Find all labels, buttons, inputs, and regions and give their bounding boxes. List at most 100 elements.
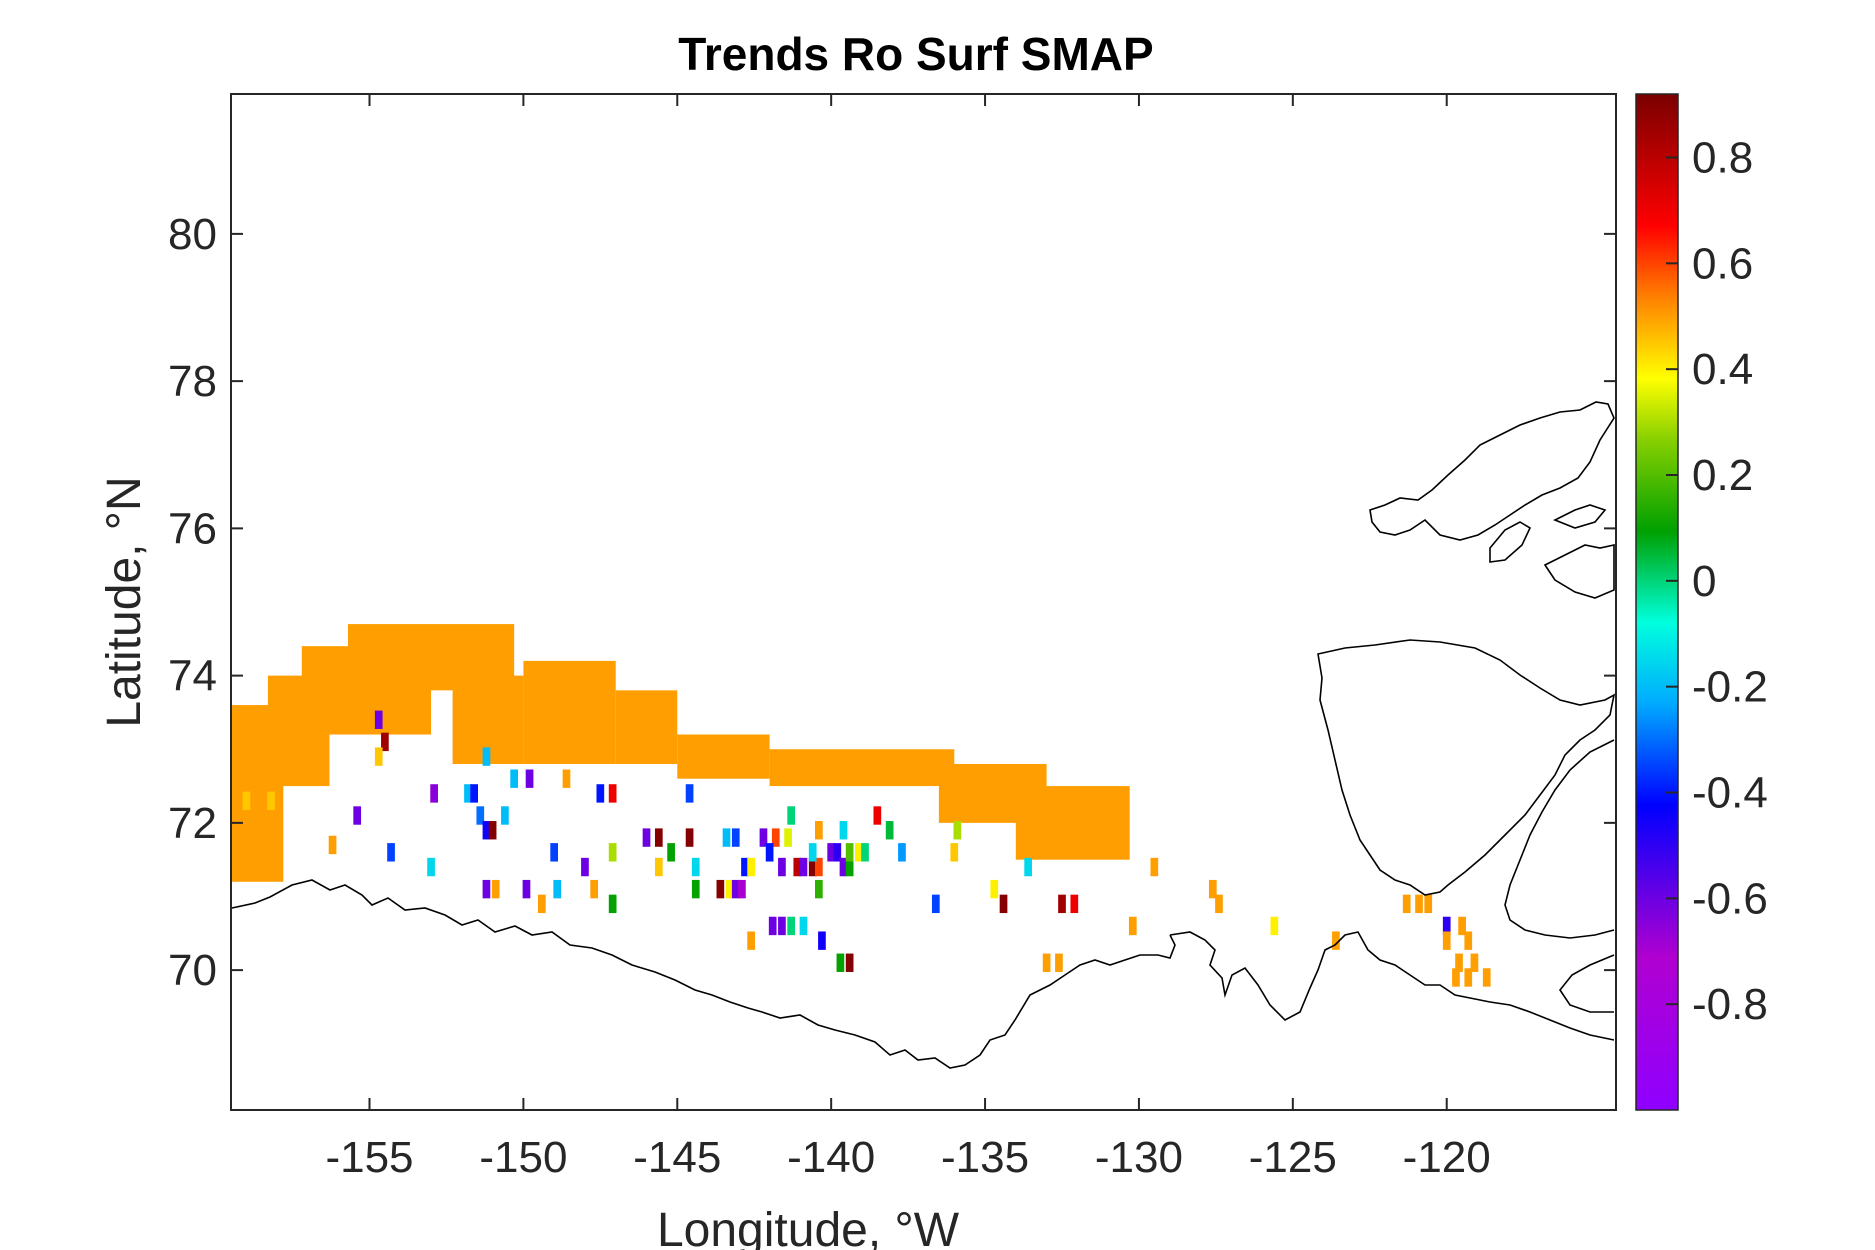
trend-cell bbox=[747, 857, 755, 877]
x-tick-label: -145 bbox=[633, 1133, 721, 1182]
trend-cell bbox=[550, 843, 559, 862]
trend-cell bbox=[667, 843, 675, 862]
trend-cell bbox=[738, 879, 746, 899]
trend-cell bbox=[747, 931, 755, 950]
trend-cell bbox=[1470, 953, 1479, 972]
trend-cell bbox=[525, 769, 534, 788]
trend-cell bbox=[1464, 968, 1473, 987]
trend-cell-region bbox=[677, 734, 770, 779]
colorbar-tick-label: 0.8 bbox=[1692, 134, 1753, 183]
colorbar-tick-label: -0.4 bbox=[1692, 769, 1768, 818]
trend-cell bbox=[836, 953, 845, 972]
trend-cell bbox=[642, 828, 651, 847]
y-tick-label: 80 bbox=[168, 210, 217, 259]
data-cells bbox=[231, 624, 1491, 987]
trend-cell bbox=[387, 843, 395, 862]
trend-cell bbox=[654, 857, 663, 877]
trend-cell bbox=[1070, 894, 1079, 914]
y-axis-label: Latitude, °N bbox=[98, 476, 151, 727]
trend-cell bbox=[381, 732, 389, 752]
trend-cell-region bbox=[769, 749, 955, 787]
trend-cell bbox=[990, 879, 999, 899]
trend-cell bbox=[787, 806, 796, 825]
trend-cell bbox=[1455, 953, 1463, 972]
trend-cell-region bbox=[1015, 786, 1130, 860]
colorbar-tick-label: 0 bbox=[1692, 557, 1716, 606]
trend-cell bbox=[1402, 894, 1411, 914]
colorbar-scale bbox=[1635, 93, 1679, 1111]
mackenzie-coastline bbox=[1169, 931, 1615, 1041]
trend-cell bbox=[768, 916, 777, 936]
trend-cell bbox=[590, 879, 599, 899]
trend-cell bbox=[815, 821, 823, 840]
trend-cell bbox=[581, 857, 589, 877]
y-tick-label: 74 bbox=[168, 652, 217, 701]
trend-cell bbox=[1442, 916, 1451, 936]
trend-cell bbox=[787, 916, 796, 936]
trend-cell bbox=[1055, 953, 1063, 972]
trend-cell bbox=[799, 916, 808, 936]
trend-cell bbox=[1058, 894, 1066, 914]
trend-cell bbox=[1415, 894, 1423, 914]
trend-cell bbox=[950, 843, 959, 862]
trend-cell bbox=[608, 894, 617, 914]
trend-cell bbox=[784, 828, 792, 847]
trend-cell bbox=[608, 843, 617, 862]
trend-cell bbox=[482, 747, 491, 766]
trend-cell bbox=[596, 784, 605, 803]
trend-cell bbox=[488, 821, 497, 840]
trend-cell bbox=[1458, 916, 1466, 936]
colorbar-ticks: -0.8 -0.6 -0.4 -0.2 0 0.2 0.4 0.6 0.8 bbox=[1666, 134, 1768, 1029]
coastline bbox=[231, 401, 1616, 1069]
trend-cell bbox=[501, 806, 509, 825]
trend-cell bbox=[691, 857, 700, 877]
trend-cell bbox=[562, 769, 571, 788]
trend-cell bbox=[328, 835, 337, 855]
y-tick-label: 72 bbox=[168, 799, 217, 848]
banks-island-outline bbox=[1317, 639, 1616, 896]
trend-cell bbox=[464, 784, 472, 803]
y-tick-label: 70 bbox=[168, 946, 217, 995]
trend-cell bbox=[538, 894, 546, 914]
trend-cell bbox=[685, 828, 694, 847]
victoria-island-outline bbox=[1504, 739, 1615, 939]
y-tick-label: 76 bbox=[168, 504, 217, 553]
x-tick-label: -140 bbox=[787, 1133, 875, 1182]
trend-cell bbox=[845, 953, 854, 972]
trend-cell bbox=[759, 828, 768, 847]
trend-cell bbox=[1442, 931, 1451, 950]
x-axis: -155 -150 -145 -140 -135 -130 -125 -120 bbox=[325, 94, 1491, 1182]
trend-cell bbox=[1042, 953, 1051, 972]
trend-cell bbox=[793, 857, 802, 877]
trend-cell bbox=[1208, 879, 1217, 899]
x-tick-label: -135 bbox=[941, 1133, 1029, 1182]
trend-cell bbox=[510, 769, 519, 788]
trend-cell bbox=[716, 879, 725, 899]
trend-cell bbox=[1452, 968, 1460, 987]
y-tick-label: 78 bbox=[168, 357, 217, 406]
plot-area bbox=[231, 94, 1616, 1110]
colorbar-tick-label: -0.8 bbox=[1692, 980, 1768, 1029]
trend-cell bbox=[482, 821, 491, 840]
trend-cell bbox=[725, 879, 734, 899]
trend-cell bbox=[898, 843, 906, 862]
colorbar-tick-label: 0.6 bbox=[1692, 239, 1753, 288]
trend-cell bbox=[522, 879, 531, 899]
trend-cell bbox=[731, 828, 740, 847]
island-east-outline bbox=[1543, 544, 1615, 599]
trend-cell bbox=[778, 857, 786, 877]
plot-background bbox=[231, 94, 1616, 1110]
trend-cell bbox=[482, 879, 491, 899]
x-tick-label: -150 bbox=[479, 1133, 567, 1182]
trend-cell bbox=[839, 857, 848, 877]
trend-cell bbox=[808, 857, 817, 877]
island-lake-outline bbox=[1489, 521, 1532, 563]
trend-cell bbox=[833, 843, 842, 862]
colorbar-tick-label: 0.4 bbox=[1692, 345, 1753, 394]
trend-cell bbox=[242, 791, 251, 810]
trend-cell bbox=[771, 828, 780, 847]
trend-cell bbox=[827, 843, 836, 862]
island-small-outline bbox=[1553, 504, 1607, 529]
trend-cell bbox=[953, 821, 962, 840]
